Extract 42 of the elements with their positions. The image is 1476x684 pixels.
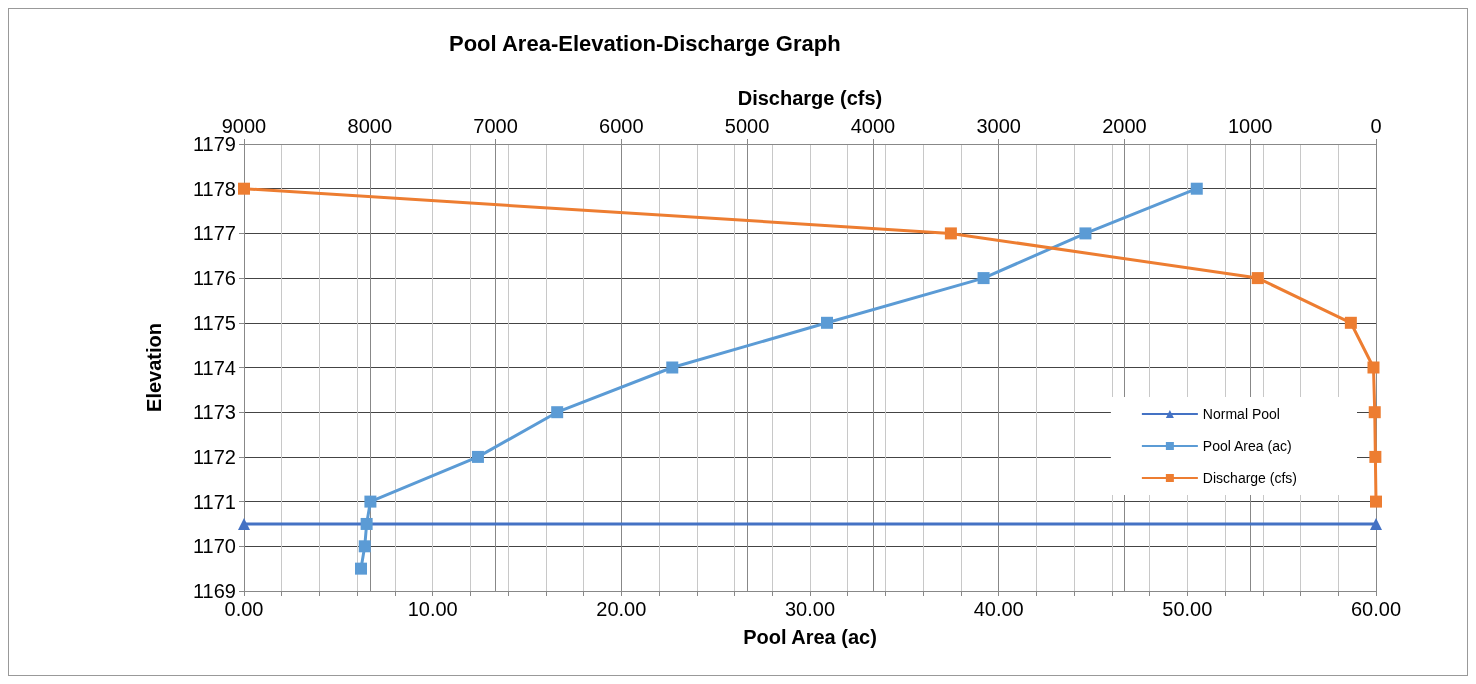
legend-label: Pool Area (ac) [1202, 438, 1292, 454]
x2-tick-label: 2000 [1102, 115, 1147, 137]
point [354, 562, 367, 575]
point [358, 540, 371, 553]
x-tick-label: 60.00 [1350, 598, 1402, 620]
x-tick-label: 40.00 [973, 598, 1024, 620]
x-tick-label: 30.00 [784, 598, 836, 620]
x2-tick-label: 6000 [599, 115, 644, 137]
x2-tick-label: 0 [1370, 115, 1382, 137]
x2-tick-label: 8000 [347, 115, 393, 137]
x2-tick-label: 3000 [976, 115, 1021, 137]
point [1190, 182, 1203, 195]
chart-title: Pool Area-Elevation-Discharge Graph [449, 30, 841, 56]
y-tick-label: 1174 [192, 356, 236, 379]
y-tick-label: 1171 [192, 490, 236, 513]
legend-label: Discharge (cfs) [1202, 470, 1298, 486]
x2-tick-label: 5000 [724, 115, 770, 137]
y-tick-label: 1177 [192, 222, 236, 245]
x2-tick-label: 1000 [1227, 115, 1273, 137]
point [471, 450, 484, 463]
point [551, 406, 564, 419]
y-axis-title: Elevation [143, 323, 165, 412]
x-tick-label: 20.00 [596, 598, 647, 620]
legend-label: Normal Pool [1202, 406, 1280, 422]
x2-axis-title: Discharge (cfs) [737, 87, 883, 109]
x2-tick-label: 7000 [473, 115, 518, 137]
point [977, 272, 990, 285]
x-axis-title: Pool Area (ac) [743, 626, 877, 648]
point [364, 495, 377, 508]
y-tick-label: 1173 [192, 401, 236, 424]
y-tick-label: 1176 [192, 267, 236, 290]
x-tick-label: 50.00 [1162, 598, 1213, 620]
y-tick-label: 1172 [192, 445, 236, 468]
x2-tick-label: 4000 [850, 115, 896, 137]
point [820, 316, 833, 329]
x-tick-label: 10.00 [407, 598, 458, 620]
y-tick-label: 1178 [192, 177, 236, 200]
y-tick-label: 1175 [192, 311, 236, 334]
point [666, 361, 679, 374]
point [360, 517, 373, 530]
y-tick-label: 1170 [192, 535, 236, 558]
point [1079, 227, 1092, 240]
